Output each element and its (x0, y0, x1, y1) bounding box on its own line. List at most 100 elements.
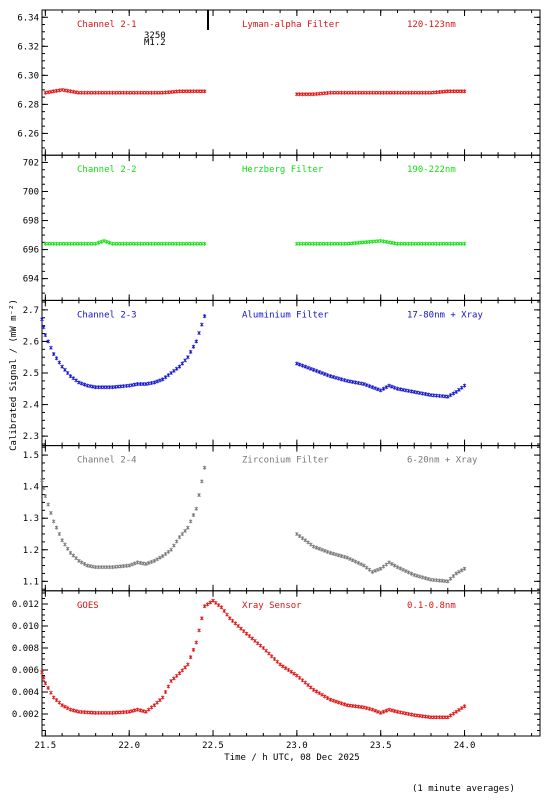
data-point (113, 384, 118, 389)
data-point (314, 241, 319, 246)
data-point (384, 239, 389, 244)
data-point (51, 695, 56, 700)
data-point (445, 89, 450, 94)
data-point (331, 374, 335, 379)
data-point (197, 628, 201, 633)
data-point (459, 89, 464, 94)
data-point (71, 89, 76, 94)
data-point (331, 551, 335, 556)
data-point (146, 707, 151, 712)
data-point (57, 531, 62, 536)
data-point (392, 563, 397, 568)
x-tick-label: 21.5 (35, 741, 57, 751)
data-point (169, 241, 173, 246)
data-point (445, 241, 450, 246)
data-point (152, 380, 157, 385)
data-point (348, 379, 352, 384)
data-point (71, 553, 76, 558)
data-point (387, 90, 391, 95)
data-point (99, 385, 104, 390)
data-point (174, 539, 179, 544)
data-point (440, 241, 444, 246)
data-point (127, 241, 131, 246)
data-point (200, 479, 204, 484)
y-tick-label: 6.34 (17, 13, 39, 23)
panel-frame (41, 299, 541, 447)
data-point (197, 241, 201, 246)
data-point (160, 695, 165, 700)
panel-channel-label: Channel 2-2 (77, 165, 137, 175)
data-point (82, 710, 87, 715)
data-point (362, 563, 366, 568)
data-point (93, 710, 98, 715)
y-tick-label: 0.002 (12, 710, 39, 720)
data-point (406, 712, 411, 716)
data-point (63, 367, 67, 372)
data-point (387, 560, 391, 565)
data-point (392, 90, 397, 95)
data-point (239, 626, 243, 631)
data-point (40, 478, 44, 483)
data-point (60, 538, 64, 543)
data-point (303, 538, 308, 543)
data-point (300, 92, 305, 97)
data-point (51, 352, 56, 357)
data-point (387, 240, 391, 245)
data-point (337, 90, 341, 95)
data-point (141, 90, 145, 95)
data-point (362, 240, 366, 245)
data-point (119, 384, 123, 389)
data-point (401, 567, 405, 572)
data-point (116, 710, 120, 715)
data-point (202, 89, 207, 94)
data-point (93, 241, 98, 246)
data-point (387, 707, 391, 712)
y-tick-label: 702 (23, 158, 39, 168)
data-point (309, 366, 313, 371)
data-point (191, 513, 196, 518)
data-point (451, 711, 456, 716)
data-point (311, 92, 316, 97)
data-point (46, 339, 50, 344)
data-point (267, 651, 271, 656)
data-point (404, 711, 408, 716)
data-point (63, 704, 67, 709)
data-point (144, 709, 148, 714)
data-point (186, 662, 190, 667)
panel-channel-label: Channel 2-3 (77, 310, 137, 320)
y-tick-label: 2.3 (23, 432, 39, 442)
data-point (404, 388, 408, 393)
data-point (359, 240, 363, 245)
series-ch2-3-0 (40, 314, 207, 390)
data-point (418, 713, 422, 718)
data-point (188, 655, 193, 660)
series-ch2-2-1 (295, 238, 467, 246)
data-point (331, 241, 335, 246)
panel-frame (41, 154, 541, 301)
data-point (432, 578, 436, 583)
data-point (275, 659, 280, 664)
data-point (292, 671, 296, 676)
data-point (183, 665, 187, 670)
data-point (323, 372, 327, 377)
data-point (378, 566, 383, 571)
data-point (409, 571, 414, 576)
data-point (138, 90, 143, 95)
data-point (432, 241, 436, 246)
data-point (152, 558, 157, 563)
data-point (222, 608, 226, 613)
y-tick-label: 1.4 (23, 483, 39, 493)
data-point (121, 564, 126, 569)
data-point (448, 576, 453, 581)
data-point (362, 90, 366, 95)
data-point (350, 379, 355, 384)
data-point (138, 382, 143, 387)
data-point (208, 600, 213, 605)
data-point (395, 241, 400, 246)
data-point (63, 88, 67, 93)
data-point (440, 715, 444, 720)
data-point (43, 90, 48, 95)
data-point (141, 241, 145, 246)
data-point (130, 709, 134, 714)
data-point (440, 394, 444, 399)
